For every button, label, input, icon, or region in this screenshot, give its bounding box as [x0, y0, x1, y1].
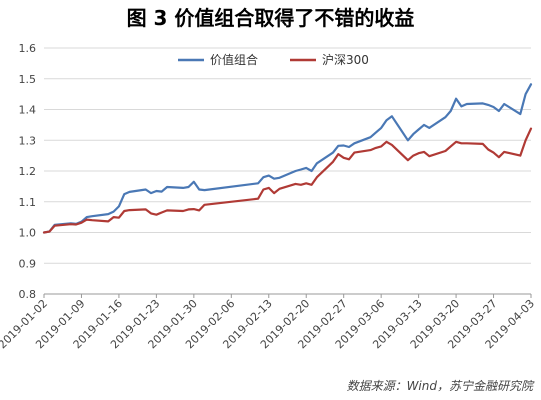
series-line-portfolio — [42, 83, 533, 234]
series-line-csi300 — [42, 127, 533, 234]
y-tick-label: 1.3 — [19, 134, 37, 147]
y-axis: 0.8 0.9 1.0 1.1 1.2 1.3 1.4 1.5 1.6 — [19, 42, 37, 301]
chart-title: 图 3 价值组合取得了不错的收益 — [126, 6, 415, 30]
y-tick-label: 1.0 — [19, 227, 37, 240]
y-tick-label: 0.9 — [19, 257, 37, 270]
y-tick-label: 1.4 — [19, 104, 37, 117]
series-lines — [42, 83, 533, 234]
grid-lines — [44, 47, 531, 295]
legend-label-0: 价值组合 — [210, 52, 258, 67]
y-tick-label: 1.2 — [19, 165, 37, 178]
y-tick-label: 1.1 — [19, 196, 37, 209]
legend-label-1: 沪深300 — [322, 53, 369, 67]
y-tick-label: 1.6 — [19, 42, 37, 55]
x-axis: 2019-01-022019-01-092019-01-162019-01-23… — [0, 293, 537, 351]
data-source-note: 数据来源：Wind，苏宁金融研究院 — [346, 379, 533, 393]
y-tick-label: 1.5 — [19, 73, 37, 86]
legend: 价值组合 沪深300 — [178, 52, 369, 67]
y-tick-label: 0.8 — [19, 288, 37, 301]
